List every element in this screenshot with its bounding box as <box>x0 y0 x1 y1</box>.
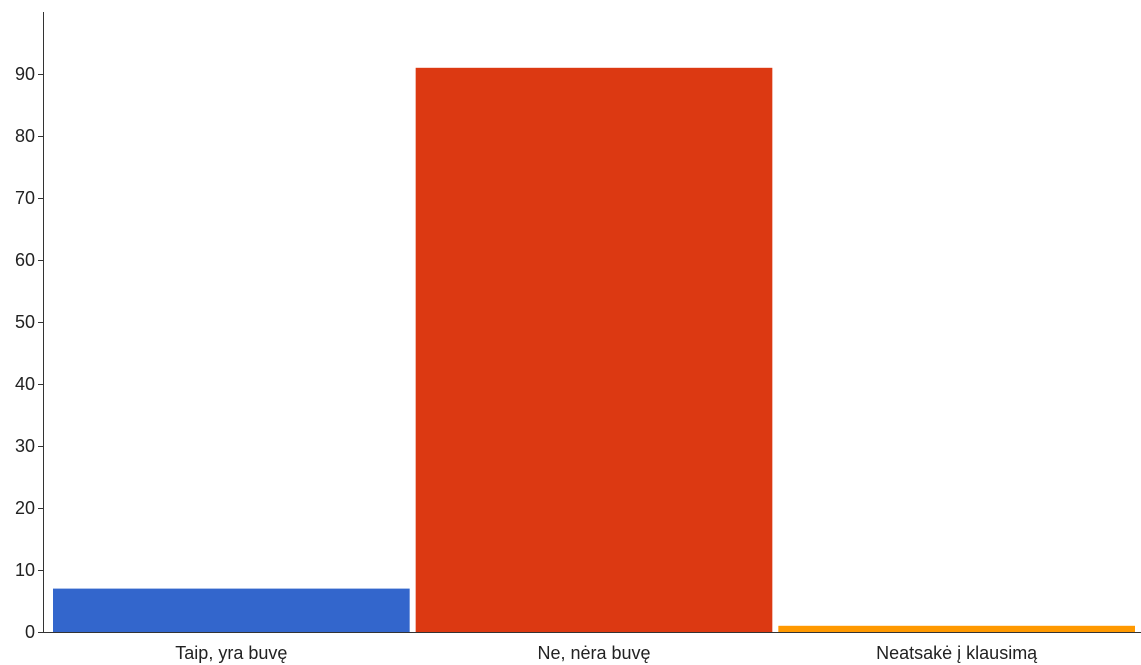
y-tick-label: 60 <box>15 250 35 270</box>
y-tick-label: 50 <box>15 312 35 332</box>
bar <box>778 625 1135 632</box>
category-labels: Taip, yra buvę Ne, nėra buvę Neatsakė į kl… <box>175 643 1038 663</box>
y-tick-label: 80 <box>15 126 35 146</box>
y-tick-label: 10 <box>15 560 35 580</box>
bars <box>53 67 1135 633</box>
category-label: Taip, yra buvę <box>175 643 287 663</box>
category-label: Ne, nėra buvę <box>537 643 650 663</box>
category-label: Neatsakė į klausimą <box>876 643 1038 663</box>
y-tick-label: 40 <box>15 374 35 394</box>
y-tick-label: 30 <box>15 436 35 456</box>
bar <box>53 588 410 632</box>
y-tick-label: 20 <box>15 498 35 518</box>
bar <box>415 67 773 633</box>
y-tick-labels: 0 10 20 30 40 50 60 70 80 90 <box>15 64 43 642</box>
y-tick-label: 90 <box>15 64 35 84</box>
y-tick-label: 0 <box>25 622 35 642</box>
y-tick-label: 70 <box>15 188 35 208</box>
